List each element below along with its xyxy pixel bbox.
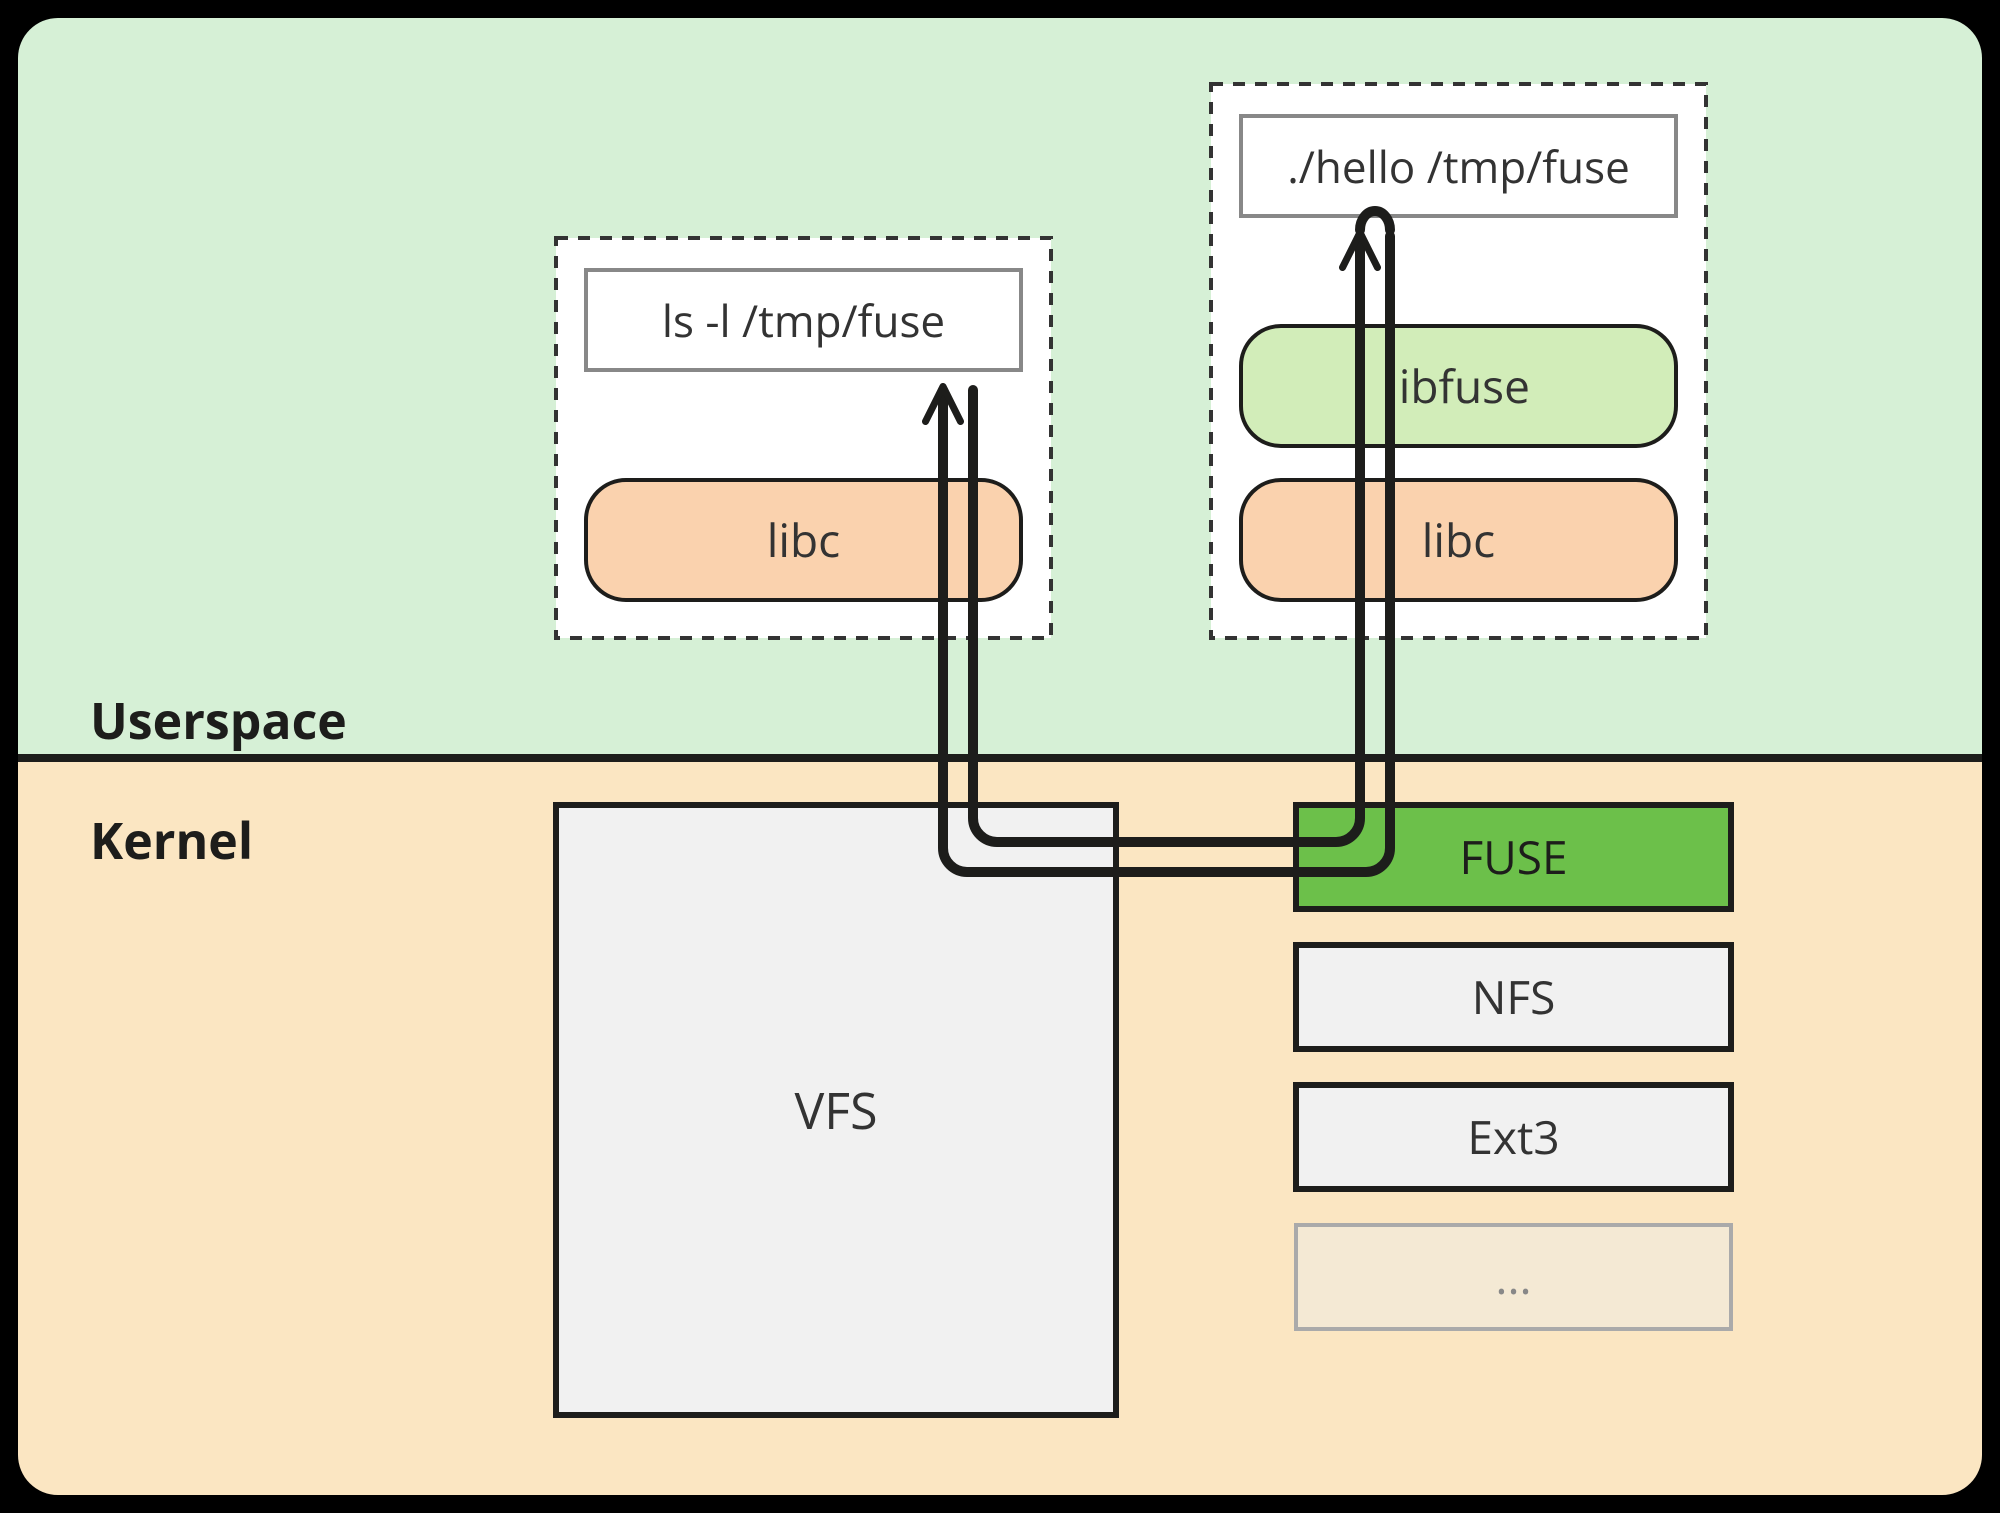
process-right-libc-label: libc: [1422, 509, 1495, 571]
process-right-libfuse-label: libfuse: [1387, 355, 1530, 417]
userspace-label: Userspace: [90, 686, 347, 754]
process-right-cmd-label: ./hello /tmp/fuse: [1287, 136, 1630, 196]
fs-item-ext3-label: Ext3: [1467, 1106, 1559, 1168]
vfs-box-label: VFS: [794, 1076, 877, 1144]
process-left-cmd-label: ls -l /tmp/fuse: [662, 290, 945, 350]
fs-item--label: ...: [1495, 1246, 1531, 1308]
fs-item-nfs-label: NFS: [1472, 966, 1556, 1028]
process-left-libc-label: libc: [767, 509, 840, 571]
fs-item-fuse-label: FUSE: [1459, 826, 1567, 888]
kernel-label: Kernel: [90, 806, 253, 874]
